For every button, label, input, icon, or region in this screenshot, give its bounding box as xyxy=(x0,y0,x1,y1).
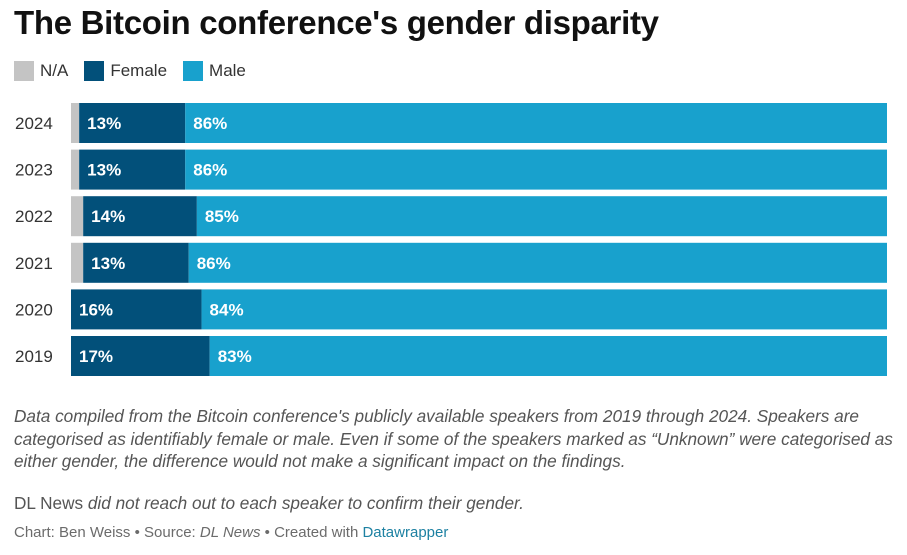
data-label-male-2020: 84% xyxy=(210,300,244,319)
bar-male-2024 xyxy=(185,103,888,143)
category-label-2019: 2019 xyxy=(15,347,53,366)
data-label-male-2023: 86% xyxy=(193,161,227,180)
disclaimer-org: DL News xyxy=(14,493,84,513)
bar-male-2019 xyxy=(209,336,888,376)
category-label-2020: 2020 xyxy=(15,300,53,319)
footer-created-prefix: Created with xyxy=(274,524,363,541)
category-label-2022: 2022 xyxy=(15,207,53,226)
data-label-female-2021: 13% xyxy=(91,254,125,273)
disclaimer: DL News did not reach out to each speake… xyxy=(14,493,524,514)
footer-author: Ben Weiss xyxy=(59,524,131,541)
bar-male-2023 xyxy=(185,149,888,190)
data-label-female-2022: 14% xyxy=(91,207,125,226)
chart-footer: Chart: Ben Weiss • Source: DL News • Cre… xyxy=(14,524,448,541)
legend-swatch-male xyxy=(183,61,204,81)
bar-female-2020 xyxy=(71,289,202,330)
bar-female-2023 xyxy=(79,149,186,190)
legend-swatch-na xyxy=(14,61,34,81)
data-label-male-2022: 85% xyxy=(205,207,239,226)
bar-female-2022 xyxy=(83,196,197,237)
bar-n-a-2024 xyxy=(71,103,80,143)
legend: N/A Female Male xyxy=(14,61,262,81)
bar-female-2019 xyxy=(71,336,210,376)
data-label-female-2020: 16% xyxy=(79,300,113,319)
chart-title: The Bitcoin conference's gender disparit… xyxy=(14,4,659,41)
data-label-female-2024: 13% xyxy=(87,114,121,133)
legend-item-male: Male xyxy=(183,61,246,81)
disclaimer-text: did not reach out to each speaker to con… xyxy=(83,493,524,513)
data-label-male-2021: 86% xyxy=(197,254,231,273)
legend-item-female: Female xyxy=(84,61,167,81)
bar-n-a-2023 xyxy=(71,149,80,190)
stacked-bar-chart: 2024 13% 86% 2023 13% 86% 2022 14% 85% 2021 13% 86%… xyxy=(15,103,888,376)
bar-male-2021 xyxy=(188,242,888,283)
footer-chart-prefix: Chart: xyxy=(14,524,60,541)
legend-label-na: N/A xyxy=(40,61,69,80)
legend-swatch-female xyxy=(84,61,105,81)
data-label-male-2019: 83% xyxy=(218,347,252,366)
bar-female-2021 xyxy=(83,242,189,283)
bar-female-2024 xyxy=(79,103,186,143)
category-label-2021: 2021 xyxy=(15,254,53,273)
data-label-female-2023: 13% xyxy=(87,161,121,180)
footer-source-prefix: Source: xyxy=(144,524,200,541)
category-label-2024: 2024 xyxy=(15,114,53,133)
legend-item-na: N/A xyxy=(14,61,68,81)
category-label-2023: 2023 xyxy=(15,161,53,180)
footer-sep-1: • xyxy=(130,524,145,541)
bar-n-a-2021 xyxy=(71,242,84,283)
chart-notes: Data compiled from the Bitcoin conferenc… xyxy=(14,406,893,471)
footer-source-name: DL News xyxy=(199,524,261,541)
data-label-female-2019: 17% xyxy=(79,347,113,366)
data-label-male-2024: 86% xyxy=(193,114,227,133)
datawrapper-link[interactable]: Datawrapper xyxy=(362,524,449,541)
bar-n-a-2022 xyxy=(71,196,84,237)
footer-sep-2: • xyxy=(260,524,275,541)
legend-label-male: Male xyxy=(209,61,246,80)
bar-male-2020 xyxy=(201,289,887,330)
bar-male-2022 xyxy=(196,196,887,237)
legend-label-female: Female xyxy=(110,61,168,80)
